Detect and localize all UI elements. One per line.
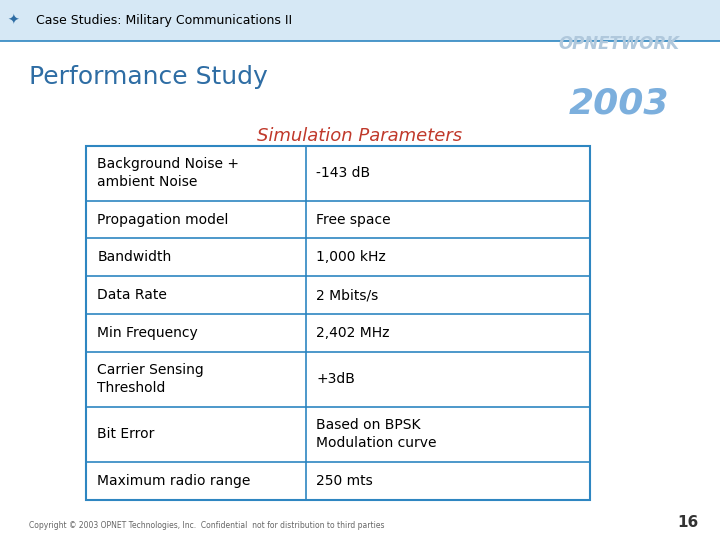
Text: Maximum radio range: Maximum radio range xyxy=(97,474,251,488)
Text: Performance Study: Performance Study xyxy=(29,65,268,89)
Text: -143 dB: -143 dB xyxy=(317,166,371,180)
Text: 2003: 2003 xyxy=(569,86,670,120)
FancyBboxPatch shape xyxy=(86,146,590,500)
Text: Bit Error: Bit Error xyxy=(97,427,155,441)
Text: 2,402 MHz: 2,402 MHz xyxy=(317,326,390,340)
Text: ✦: ✦ xyxy=(7,14,19,27)
Text: Propagation model: Propagation model xyxy=(97,213,228,227)
Text: Min Frequency: Min Frequency xyxy=(97,326,198,340)
Text: OPNETWORK: OPNETWORK xyxy=(558,35,679,53)
Text: Copyright © 2003 OPNET Technologies, Inc.  Confidential  not for distribution to: Copyright © 2003 OPNET Technologies, Inc… xyxy=(29,521,384,530)
Text: Simulation Parameters: Simulation Parameters xyxy=(258,127,462,145)
Text: Bandwidth: Bandwidth xyxy=(97,251,171,265)
Text: 250 mts: 250 mts xyxy=(317,474,373,488)
Text: Case Studies: Military Communications II: Case Studies: Military Communications II xyxy=(36,14,292,27)
Text: Free space: Free space xyxy=(317,213,391,227)
Text: Background Noise +
ambient Noise: Background Noise + ambient Noise xyxy=(97,157,239,189)
FancyBboxPatch shape xyxy=(0,0,720,40)
Text: Carrier Sensing
Threshold: Carrier Sensing Threshold xyxy=(97,363,204,395)
Text: 16: 16 xyxy=(677,515,698,530)
Text: +3dB: +3dB xyxy=(317,373,355,387)
Text: 2 Mbits/s: 2 Mbits/s xyxy=(317,288,379,302)
Text: Data Rate: Data Rate xyxy=(97,288,167,302)
Text: 1,000 kHz: 1,000 kHz xyxy=(317,251,386,265)
Text: Based on BPSK
Modulation curve: Based on BPSK Modulation curve xyxy=(317,418,437,450)
